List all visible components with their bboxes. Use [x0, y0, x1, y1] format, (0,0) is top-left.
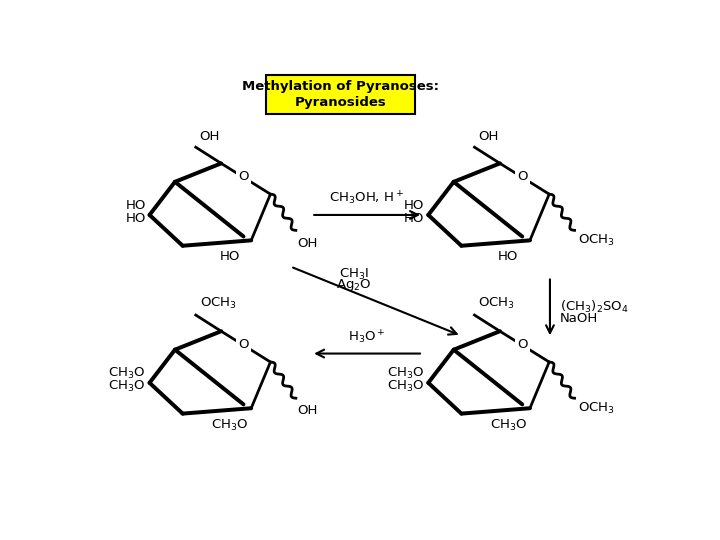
Text: CH$_3$O: CH$_3$O	[109, 366, 145, 381]
Text: CH$_3$I: CH$_3$I	[338, 267, 369, 282]
Text: O: O	[517, 338, 528, 351]
Text: CH$_3$O: CH$_3$O	[387, 379, 425, 394]
Text: HO: HO	[404, 212, 425, 225]
Text: CH$_3$O: CH$_3$O	[109, 379, 145, 394]
Text: O: O	[238, 170, 248, 183]
Text: HO: HO	[220, 249, 240, 262]
Text: CH$_3$O: CH$_3$O	[387, 366, 425, 381]
Text: OCH$_3$: OCH$_3$	[578, 401, 616, 416]
Text: Ag$_2$O: Ag$_2$O	[336, 278, 372, 294]
Text: OCH$_3$: OCH$_3$	[199, 296, 236, 311]
Text: OH: OH	[297, 404, 318, 417]
Text: HO: HO	[125, 199, 145, 212]
Text: (CH$_3$)$_2$SO$_4$: (CH$_3$)$_2$SO$_4$	[560, 299, 629, 315]
Text: Methylation of Pyranoses:: Methylation of Pyranoses:	[242, 80, 439, 93]
Text: HO: HO	[404, 199, 425, 212]
Text: CH$_3$O: CH$_3$O	[211, 417, 248, 433]
Text: H$_3$O$^+$: H$_3$O$^+$	[348, 328, 385, 346]
Text: O: O	[238, 338, 248, 351]
Text: HO: HO	[125, 212, 145, 225]
Text: OCH$_3$: OCH$_3$	[478, 296, 516, 311]
Text: OCH$_3$: OCH$_3$	[578, 233, 616, 248]
Text: CH$_3$OH, H$^+$: CH$_3$OH, H$^+$	[329, 190, 404, 207]
Text: HO: HO	[498, 249, 518, 262]
Text: O: O	[517, 170, 528, 183]
Text: OH: OH	[478, 130, 499, 143]
Text: OH: OH	[199, 130, 220, 143]
FancyBboxPatch shape	[266, 75, 415, 114]
Text: CH$_3$O: CH$_3$O	[490, 417, 527, 433]
Text: OH: OH	[297, 237, 318, 249]
Text: NaOH: NaOH	[560, 313, 598, 326]
Text: Pyranosides: Pyranosides	[294, 96, 387, 109]
